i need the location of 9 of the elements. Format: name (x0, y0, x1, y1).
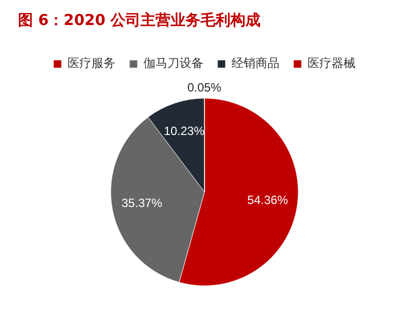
legend-label: 医疗器械 (308, 56, 356, 70)
data-label: 35.37% (122, 196, 163, 210)
data-label: 0.05% (187, 80, 222, 95)
legend-label: 伽马刀设备 (144, 56, 204, 70)
legend-label: 经销商品 (232, 56, 280, 70)
data-label: 10.23% (164, 124, 205, 138)
legend-label: 医疗服务 (68, 56, 116, 70)
chart-title: 图 6：2020 公司主营业务毛利构成 (18, 10, 261, 29)
data-label: 54.36% (247, 193, 288, 208)
